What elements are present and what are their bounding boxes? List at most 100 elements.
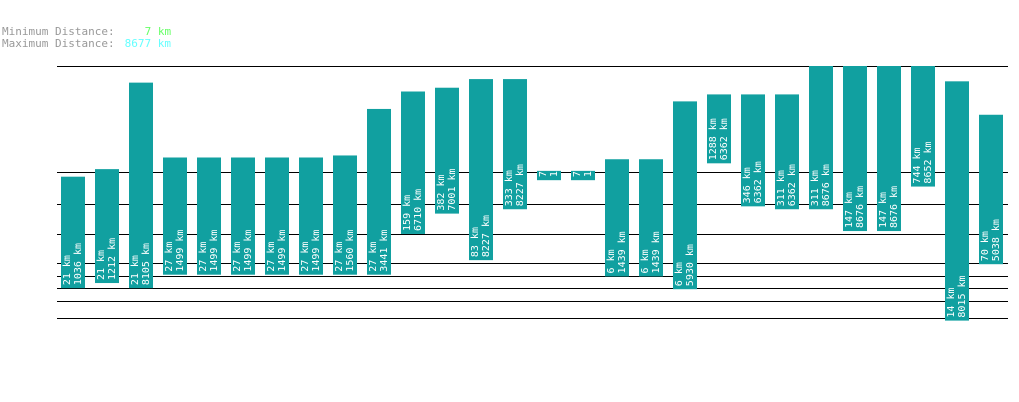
bar-min-label-18: 6 km	[674, 262, 685, 286]
bar-max-label-2: 8105 km	[141, 243, 152, 285]
bar-max-label-18: 5930 km	[685, 244, 696, 286]
bar-min-label-20: 346 km	[742, 167, 753, 203]
bar-7	[299, 157, 323, 275]
bar-23	[843, 66, 867, 232]
bar-25	[911, 66, 935, 187]
bar-min-label-16: 6 km	[606, 249, 617, 273]
range-bar-6: 27 km 1499 km	[265, 157, 289, 275]
range-bar-1: 21 km 1212 km	[95, 169, 119, 284]
range-bar-19: 1288 km 6362 km	[707, 94, 731, 164]
min-distance-label: Minimum Distance:	[2, 25, 115, 38]
range-bar-27: 70 km 5038 km	[979, 114, 1003, 265]
bar-max-label-11: 7001 km	[447, 168, 458, 210]
bar-max-label-7: 1499 km	[311, 230, 322, 272]
max-distance-value: 8677 km	[124, 37, 171, 50]
range-bar-21: 311 km 6362 km	[775, 94, 799, 210]
range-bar-25: 744 km 8652 km	[911, 66, 935, 187]
bar-min-label-5: 27 km	[232, 242, 243, 272]
bar-max-label-21: 6362 km	[787, 164, 798, 206]
bar-min-label-7: 27 km	[300, 242, 311, 272]
bar-min-label-3: 27 km	[164, 242, 175, 272]
bar-9	[367, 108, 391, 275]
min-distance-row: Minimum Distance: 7 km	[2, 26, 171, 38]
bar-max-label-13: 8227 km	[515, 164, 526, 206]
bar-min-label-4: 27 km	[198, 242, 209, 272]
bar-min-label-27: 70 km	[980, 231, 991, 261]
range-bar-11: 382 km 7001 km	[435, 87, 459, 214]
bar-max-label-15: 11	[583, 165, 594, 177]
max-distance-label: Maximum Distance:	[2, 37, 115, 50]
bar-max-label-25: 8652 km	[923, 141, 934, 183]
bar-max-label-6: 1499 km	[277, 230, 288, 272]
range-bar-24: 147 km 8676 km	[877, 66, 901, 232]
bar-max-label-5: 1499 km	[243, 230, 254, 272]
bar-max-label-22: 8676 km	[821, 164, 832, 206]
bar-max-label-17: 1439 km	[651, 231, 662, 273]
bar-max-label-10: 6710 km	[413, 189, 424, 231]
max-distance-row: Maximum Distance: 8677 km	[2, 38, 171, 50]
bar-20	[741, 94, 765, 207]
bar-max-label-26: 8015 km	[957, 275, 968, 317]
bar-min-label-17: 6 km	[640, 249, 651, 273]
range-bar-12: 83 km 8227 km	[469, 79, 493, 261]
bar-max-label-9: 3441 km	[379, 230, 390, 272]
bar-max-label-19: 6362 km	[719, 118, 730, 160]
bar-min-label-25: 744 km	[912, 147, 923, 183]
range-bar-26: 14 km 8015 km	[945, 81, 969, 321]
range-bar-22: 311 km 8676 km	[809, 66, 833, 210]
bar-min-label-23: 147 km	[844, 192, 855, 228]
bar-max-label-27: 5038 km	[991, 219, 1002, 261]
bar-16	[605, 159, 629, 277]
bar-14	[537, 170, 561, 181]
bar-min-label-21: 311 km	[776, 170, 787, 206]
min-distance-value: 7 km	[144, 25, 172, 38]
range-bar-8: 27 km 1560 km	[333, 155, 357, 275]
bar-4	[197, 157, 221, 275]
bar-min-label-1: 21 km	[96, 250, 107, 280]
bar-11	[435, 87, 459, 214]
range-bar-15: 7 11	[571, 165, 595, 181]
bar-max-label-16: 1439 km	[617, 231, 628, 273]
bar-max-label-0: 1036 km	[73, 243, 84, 285]
range-bar-23: 147 km 8676 km	[843, 66, 867, 232]
range-bar-9: 27 km 3441 km	[367, 108, 391, 275]
bar-min-label-6: 27 km	[266, 242, 277, 272]
range-bar-2: 21 km 8105 km	[129, 82, 153, 289]
bar-min-label-9: 27 km	[368, 242, 379, 272]
bar-min-label-13: 333 km	[504, 170, 515, 206]
bar-max-label-1: 1212 km	[107, 238, 118, 280]
bar-max-label-8: 1560 km	[345, 230, 356, 272]
bar-13	[503, 79, 527, 210]
bar-6	[265, 157, 289, 275]
range-bar-10: 159 km 6710 km	[401, 91, 425, 234]
bar-min-label-26: 14 km	[946, 287, 957, 317]
bar-min-label-0: 21 km	[62, 255, 73, 285]
bar-max-label-12: 8227 km	[481, 215, 492, 257]
bar-24	[877, 66, 901, 232]
bar-26	[945, 81, 969, 321]
bar-2	[129, 82, 153, 289]
bar-5	[231, 157, 255, 275]
bar-8	[333, 155, 357, 275]
bar-19	[707, 94, 731, 164]
bar-22	[809, 66, 833, 210]
bar-27	[979, 114, 1003, 265]
range-bar-4: 27 km 1499 km	[197, 157, 221, 275]
range-bar-18: 6 km 5930 km	[673, 101, 697, 290]
bar-10	[401, 91, 425, 234]
distance-stats: Minimum Distance: 7 km Maximum Distance: 8…	[2, 26, 171, 50]
bar-min-label-2: 21 km	[130, 255, 141, 285]
range-bar-20: 346 km 6362 km	[741, 94, 765, 207]
bar-0	[61, 176, 85, 289]
bar-max-label-3: 1499 km	[175, 230, 186, 272]
bar-min-label-24: 147 km	[878, 192, 889, 228]
bar-min-label-8: 27 km	[334, 242, 345, 272]
bar-18	[673, 101, 697, 290]
bar-17	[639, 159, 663, 277]
bar-min-label-11: 382 km	[436, 174, 447, 210]
bar-max-label-14: 11	[549, 165, 560, 177]
bar-1	[95, 169, 119, 284]
bar-min-label-15: 7	[572, 171, 583, 177]
bar-max-label-20: 6362 km	[753, 161, 764, 203]
